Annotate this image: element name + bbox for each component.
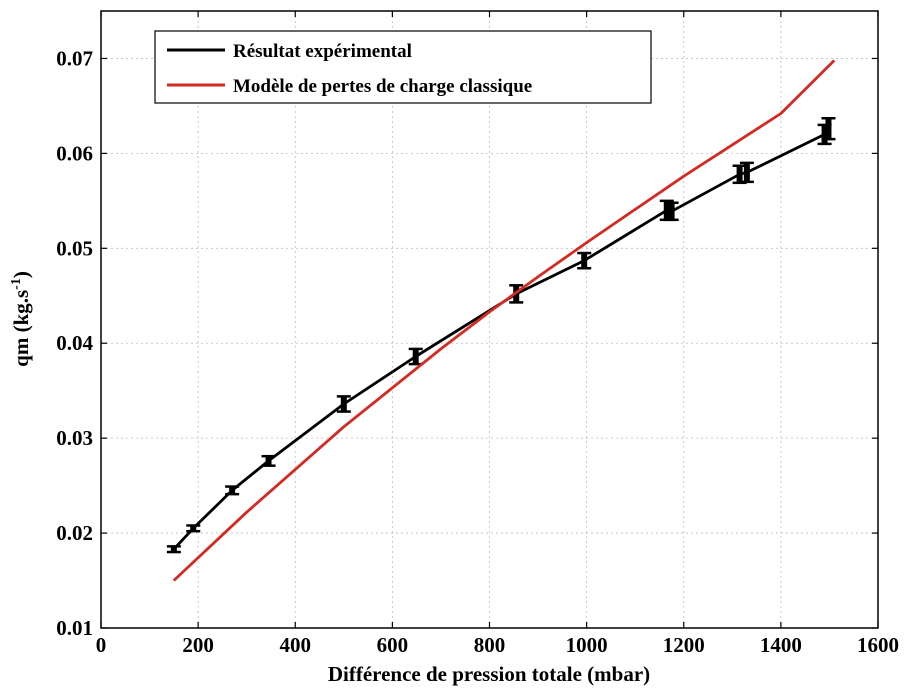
y-tick-label: 0.07 xyxy=(56,46,93,70)
x-tick-label: 800 xyxy=(474,633,506,657)
x-tick-label: 400 xyxy=(280,633,312,657)
y-tick-label: 0.04 xyxy=(56,331,93,355)
series-layer xyxy=(166,59,836,582)
y-tick-label: 0.01 xyxy=(56,616,93,640)
error-bar xyxy=(261,454,276,467)
x-tick-label: 600 xyxy=(377,633,409,657)
error-bar xyxy=(225,485,240,496)
error-bar xyxy=(664,201,679,222)
legend-label-model: Modèle de pertes de charge classique xyxy=(233,76,532,97)
ticks: 0 200 400 600 800 1000 1200 1400 1600 0.01 0.02 0.0… xyxy=(56,11,899,657)
error-bar xyxy=(186,524,201,533)
x-tick-label: 1200 xyxy=(663,633,705,657)
error-bar xyxy=(336,395,351,413)
legend: Résultat expérimental Modèle de pertes d… xyxy=(154,30,652,104)
y-axis-label-sup: -1 xyxy=(9,278,24,290)
x-tick-label: 1400 xyxy=(760,633,802,657)
y-tick-label: 0.03 xyxy=(56,426,93,450)
legend-label-experimental: Résultat expérimental xyxy=(233,41,412,62)
y-tick-label: 0.06 xyxy=(56,141,93,165)
y-tick-label: 0.05 xyxy=(56,236,93,260)
y-axis-label: qm (kg.s-1) xyxy=(9,271,33,367)
x-tick-label: 200 xyxy=(182,633,214,657)
y-axis-label-main: qm (kg.s xyxy=(9,290,33,367)
model-line xyxy=(172,59,836,582)
plot-background xyxy=(101,11,878,628)
error-bar xyxy=(821,117,836,141)
y-tick-label: 0.02 xyxy=(56,521,93,545)
x-tick-label: 0 xyxy=(96,633,107,657)
x-tick-label: 1600 xyxy=(857,633,899,657)
error-bar xyxy=(166,545,181,554)
error-bar xyxy=(577,251,592,270)
legend-box xyxy=(154,30,652,104)
error-bar xyxy=(739,161,754,184)
x-tick-label: 1000 xyxy=(566,633,608,657)
x-axis-label: Différence de pression totale (mbar) xyxy=(328,662,650,686)
y-axis-label-tail: ) xyxy=(9,271,33,278)
